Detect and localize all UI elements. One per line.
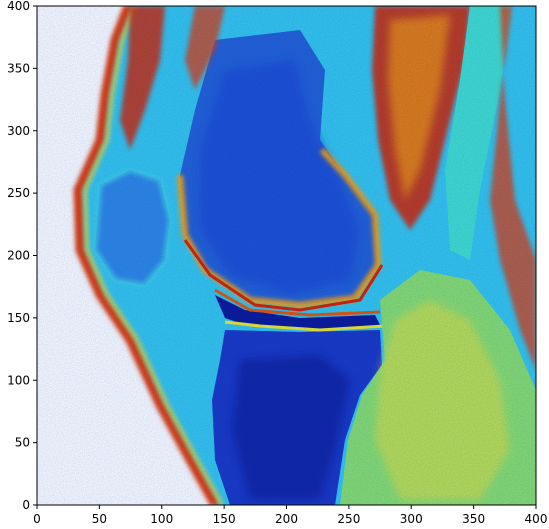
x-tick-label: 200 <box>275 512 298 526</box>
y-tick-label: 100 <box>7 373 30 387</box>
x-tick-label: 300 <box>400 512 423 526</box>
x-tick-label: 400 <box>525 512 548 526</box>
y-tick-label: 250 <box>7 186 30 200</box>
y-tick-label: 150 <box>7 311 30 325</box>
x-tick-label: 0 <box>33 512 41 526</box>
y-tick-label: 300 <box>7 124 30 138</box>
y-axis: 0 50 100 150 200 250 300 350 400 <box>7 0 37 512</box>
x-tick-label: 150 <box>213 512 236 526</box>
x-axis: 0 50 100 150 200 250 300 350 400 <box>33 505 547 526</box>
x-tick-label: 250 <box>337 512 360 526</box>
y-tick-label: 0 <box>22 498 30 512</box>
y-tick-label: 50 <box>15 436 30 450</box>
y-tick-label: 350 <box>7 61 30 75</box>
x-tick-label: 100 <box>150 512 173 526</box>
mri-image <box>37 6 536 505</box>
x-tick-label: 350 <box>462 512 485 526</box>
x-tick-label: 50 <box>92 512 107 526</box>
y-tick-label: 200 <box>7 249 30 263</box>
y-tick-label: 400 <box>7 0 30 13</box>
